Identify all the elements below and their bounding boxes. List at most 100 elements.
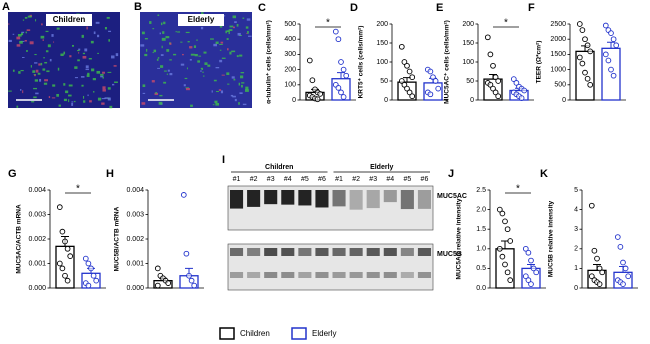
data-point bbox=[309, 77, 316, 84]
micrograph-speck bbox=[86, 74, 90, 77]
micrograph-speck bbox=[25, 31, 27, 34]
data-point bbox=[427, 68, 434, 75]
blot-band bbox=[366, 190, 380, 209]
data-point bbox=[154, 265, 161, 272]
y-tick-label: 0 bbox=[384, 97, 388, 104]
micrograph-speck bbox=[24, 39, 27, 42]
micrograph-speck bbox=[115, 53, 119, 57]
micrograph-speck bbox=[97, 52, 99, 54]
micrograph-speck bbox=[157, 67, 161, 69]
data-point bbox=[525, 277, 532, 284]
micrograph-speck bbox=[213, 43, 218, 47]
micrograph-speck bbox=[16, 105, 19, 108]
micrograph-speck bbox=[57, 67, 60, 71]
micrograph-speck bbox=[196, 39, 198, 41]
micrograph-speck bbox=[237, 32, 241, 36]
micrograph-speck bbox=[81, 84, 84, 87]
micrograph-speck bbox=[102, 76, 104, 79]
y-tick-label: 1500 bbox=[550, 51, 566, 58]
data-point bbox=[617, 243, 624, 250]
micrograph-speck bbox=[233, 78, 236, 81]
y-tick-label: 0.004 bbox=[126, 187, 144, 194]
micrograph-speck bbox=[202, 71, 204, 73]
data-point bbox=[64, 245, 71, 252]
micrograph-speck bbox=[22, 19, 25, 21]
panel-letter: C bbox=[258, 2, 266, 14]
micrograph-speck bbox=[203, 51, 207, 54]
y-tick-label: 1.0 bbox=[476, 246, 486, 253]
micrograph-speck bbox=[185, 87, 189, 89]
data-point bbox=[186, 272, 192, 279]
micrograph-speck bbox=[63, 83, 66, 86]
data-point bbox=[306, 57, 313, 64]
micrograph-speck bbox=[85, 68, 89, 71]
micrograph-speck bbox=[200, 26, 204, 30]
micrograph-speck bbox=[144, 38, 148, 40]
panel-letter: E bbox=[436, 2, 443, 14]
micrograph-speck bbox=[163, 81, 167, 84]
blot-band bbox=[281, 272, 295, 278]
blot-strip bbox=[227, 243, 434, 291]
significance-star: * bbox=[76, 184, 80, 195]
data-point bbox=[596, 281, 603, 287]
micrograph-speck bbox=[33, 87, 38, 90]
panel-letter: A bbox=[2, 1, 10, 13]
blot-strip bbox=[227, 185, 434, 231]
micrograph-speck bbox=[40, 62, 43, 66]
micrograph-speck bbox=[156, 58, 159, 61]
micrograph bbox=[8, 12, 120, 108]
y-tick-label: 1.5 bbox=[476, 226, 486, 233]
y-tick-label: 0.000 bbox=[28, 285, 46, 292]
data-point bbox=[398, 78, 405, 84]
image-label: Elderly bbox=[188, 15, 215, 24]
micrograph-speck bbox=[89, 100, 92, 103]
micrograph-speck bbox=[102, 89, 106, 92]
y-tick-label: 500 bbox=[284, 21, 296, 28]
micrograph-speck bbox=[189, 46, 193, 49]
micrograph-speck bbox=[16, 44, 21, 47]
blot-band bbox=[349, 272, 363, 278]
data-point bbox=[518, 95, 525, 101]
micrograph-speck bbox=[106, 16, 110, 19]
micrograph-speck bbox=[44, 79, 48, 82]
blot-band bbox=[417, 272, 431, 278]
data-point bbox=[614, 234, 621, 240]
y-tick-label: 2.0 bbox=[476, 206, 486, 213]
micrograph-speck bbox=[247, 31, 249, 34]
blot-band bbox=[230, 190, 244, 209]
data-point bbox=[504, 269, 511, 276]
blot-band bbox=[315, 248, 329, 256]
significance-star: * bbox=[516, 184, 520, 195]
legend-swatch bbox=[291, 327, 307, 340]
data-point bbox=[499, 210, 506, 217]
micrograph-speck bbox=[102, 86, 106, 90]
micrograph-speck bbox=[220, 41, 224, 44]
micrograph-speck bbox=[163, 70, 167, 72]
data-point bbox=[610, 72, 617, 79]
y-tick-label: 200 bbox=[376, 21, 388, 28]
micrograph-speck bbox=[112, 83, 115, 86]
micrograph-speck bbox=[45, 30, 49, 33]
micrograph-speck bbox=[31, 101, 35, 103]
blot-band bbox=[230, 272, 244, 278]
lane-label: #2 bbox=[250, 176, 258, 183]
micrograph-speck bbox=[69, 55, 72, 58]
data-point bbox=[401, 59, 408, 65]
panel-letter: G bbox=[8, 168, 17, 180]
blot-band bbox=[383, 272, 397, 278]
micrograph-speck bbox=[142, 84, 146, 88]
micrograph-speck bbox=[58, 104, 61, 107]
micrograph-speck bbox=[34, 53, 37, 56]
data-point bbox=[576, 54, 583, 61]
micrograph-speck bbox=[202, 75, 205, 77]
error-bar bbox=[607, 41, 615, 49]
micrograph-speck bbox=[161, 37, 166, 41]
micrograph-speck bbox=[8, 23, 10, 25]
y-tick-label: 0.0 bbox=[476, 285, 486, 292]
data-point bbox=[496, 206, 503, 213]
data-point bbox=[522, 245, 529, 252]
micrograph-speck bbox=[214, 100, 218, 104]
micrograph-speck bbox=[219, 49, 222, 51]
micrograph-speck bbox=[151, 80, 155, 83]
data-point bbox=[495, 78, 502, 84]
